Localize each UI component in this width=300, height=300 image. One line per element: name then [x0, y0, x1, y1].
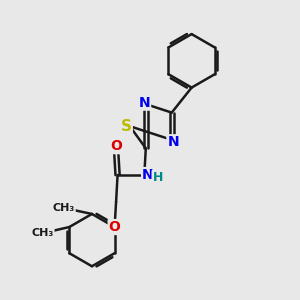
Text: N: N	[142, 168, 154, 182]
Text: O: O	[110, 139, 122, 153]
Text: N: N	[167, 135, 179, 149]
Text: S: S	[121, 119, 132, 134]
Text: O: O	[109, 220, 121, 234]
Text: CH₃: CH₃	[52, 203, 75, 213]
Text: H: H	[152, 171, 163, 184]
Text: N: N	[139, 96, 150, 110]
Text: CH₃: CH₃	[32, 228, 54, 238]
